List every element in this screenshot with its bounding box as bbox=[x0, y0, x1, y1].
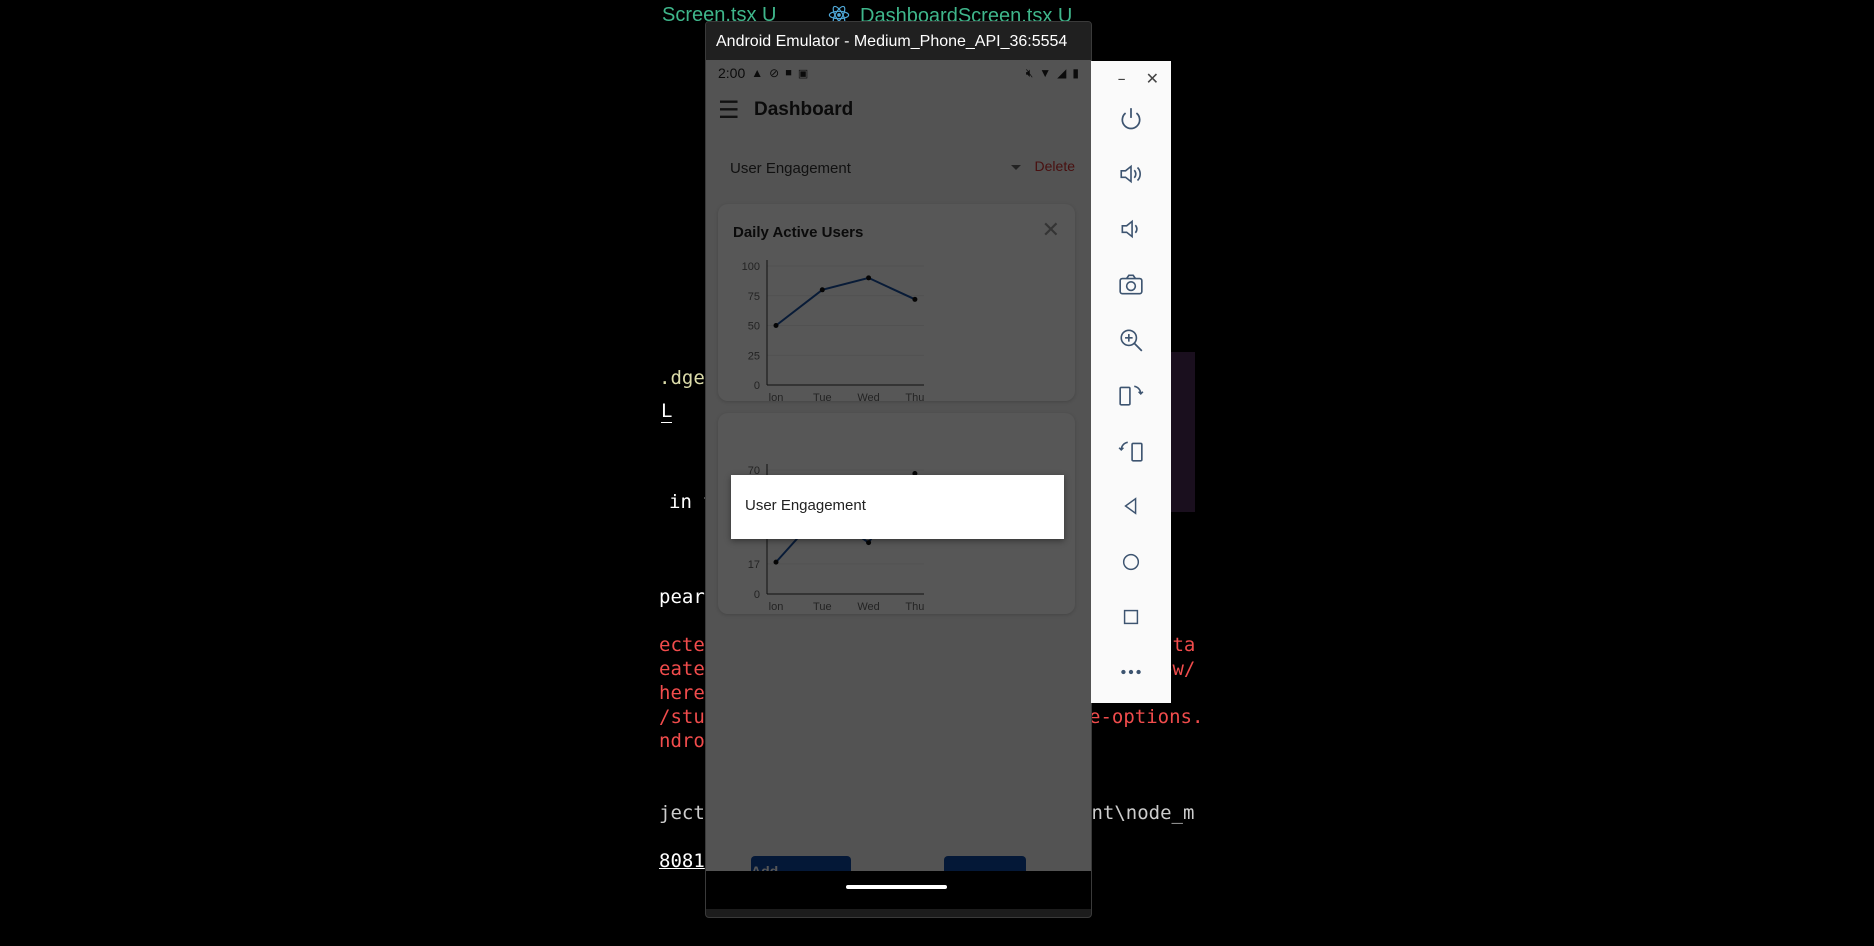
editor-text: e-options. bbox=[1089, 706, 1203, 728]
home-gesture-handle[interactable] bbox=[846, 885, 947, 889]
emulator-window: Android Emulator - Medium_Phone_API_36:5… bbox=[705, 21, 1092, 918]
editor-text: /stu bbox=[659, 706, 705, 728]
home-button[interactable] bbox=[1116, 547, 1146, 577]
volume-up-button[interactable] bbox=[1116, 159, 1146, 189]
emulator-toolbar: – ✕ bbox=[1091, 61, 1171, 703]
dropdown-option[interactable]: User Engagement bbox=[745, 497, 866, 514]
editor-text: L bbox=[661, 400, 672, 423]
overview-icon bbox=[1120, 606, 1142, 628]
navigation-bar bbox=[706, 871, 1091, 909]
back-button[interactable] bbox=[1116, 491, 1146, 521]
power-button[interactable] bbox=[1116, 104, 1146, 134]
minimize-icon[interactable]: – bbox=[1118, 69, 1126, 88]
screenshot-button[interactable] bbox=[1116, 270, 1146, 300]
back-icon bbox=[1120, 495, 1142, 517]
power-icon bbox=[1118, 106, 1144, 132]
rotate-left-button[interactable] bbox=[1116, 380, 1146, 410]
more-button[interactable] bbox=[1116, 657, 1146, 687]
close-window-icon[interactable]: ✕ bbox=[1146, 69, 1159, 88]
volume-down-icon bbox=[1118, 216, 1144, 242]
editor-text: 8081 bbox=[659, 850, 705, 872]
rotate-right-button[interactable] bbox=[1116, 436, 1146, 466]
editor-text: pear bbox=[659, 586, 705, 608]
home-icon bbox=[1120, 551, 1142, 573]
zoom-button[interactable] bbox=[1116, 325, 1146, 355]
rotate-left-icon bbox=[1118, 382, 1144, 408]
emulator-title: Android Emulator - Medium_Phone_API_36:5… bbox=[706, 22, 1091, 60]
camera-icon bbox=[1118, 272, 1144, 298]
editor-text: eate bbox=[659, 658, 705, 680]
zoom-icon bbox=[1118, 327, 1144, 353]
editor-decoration bbox=[1171, 352, 1195, 512]
dropdown-menu: User Engagement bbox=[731, 475, 1064, 539]
editor-text: ecte bbox=[659, 634, 705, 656]
rotate-right-icon bbox=[1118, 438, 1144, 464]
volume-up-icon bbox=[1118, 161, 1144, 187]
editor-text: ndro bbox=[659, 730, 705, 752]
overview-button[interactable] bbox=[1116, 602, 1146, 632]
editor-text: Chart bbox=[661, 48, 707, 70]
more-icon bbox=[1118, 659, 1144, 685]
editor-text: here bbox=[659, 682, 705, 704]
volume-down-button[interactable] bbox=[1116, 214, 1146, 244]
editor-text: ent\node_m bbox=[1080, 802, 1194, 824]
